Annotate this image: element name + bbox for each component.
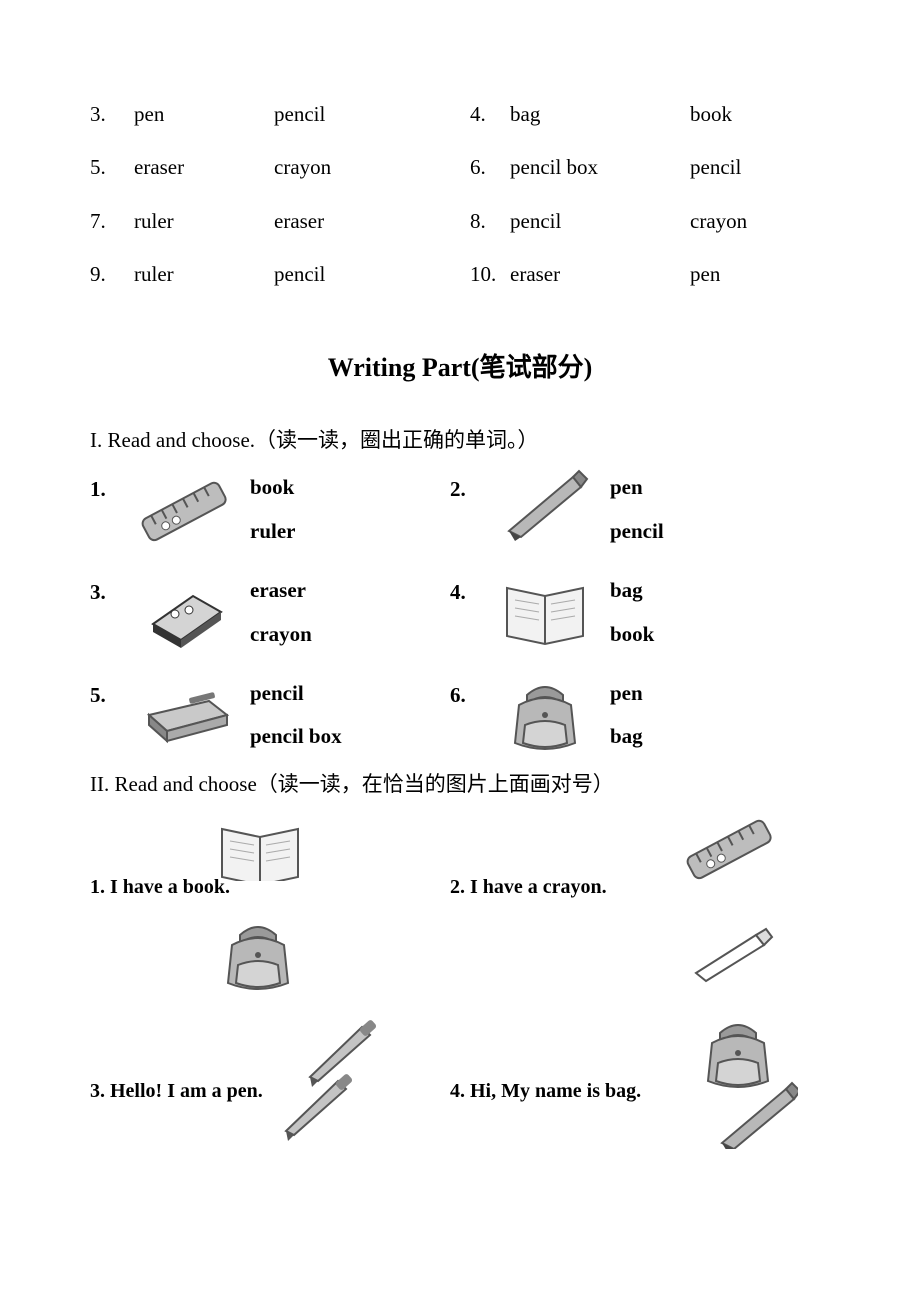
sentence: 3. Hello! I am a pen. <box>90 1077 263 1105</box>
item-number: 6. <box>470 153 510 182</box>
pen-icon <box>266 1061 362 1155</box>
sentence: 4. Hi, My name is bag. <box>450 1077 641 1105</box>
writing-part-heading: Writing Part(笔试部分) <box>90 350 830 386</box>
choice-word: pen <box>610 473 664 502</box>
item-number: 7. <box>90 207 134 236</box>
choice-word: ruler <box>250 517 295 546</box>
eraser-icon <box>120 568 250 648</box>
sec2-cell <box>90 915 450 1015</box>
choice-word: pencil box <box>250 722 342 751</box>
choice-word: eraser <box>250 576 312 605</box>
word-option-a: pen <box>134 100 274 129</box>
word-pair-grid: 3. pen pencil 4. bag book 5. eraser cray… <box>90 100 830 290</box>
choose-item: 5. pencil pencil box <box>90 671 450 752</box>
item-number: 3. <box>90 100 134 129</box>
item-number: 1. <box>90 465 120 504</box>
word-option-a: eraser <box>134 153 274 182</box>
pencilbox-icon <box>120 671 250 751</box>
word-option-a: pencil box <box>510 153 690 182</box>
word-row: 3. pen pencil <box>90 100 470 129</box>
word-row: 10. eraser pen <box>470 260 830 289</box>
item-number: 6. <box>450 671 480 710</box>
choice-word: book <box>250 473 295 502</box>
book-icon <box>480 568 610 648</box>
word-option-b: book <box>690 100 732 129</box>
choose-item: 4. bag book <box>450 568 810 649</box>
choose-item: 3. eraser crayon <box>90 568 450 649</box>
choice-word: pen <box>610 679 643 708</box>
choose-item: 2. pen pencil <box>450 465 810 546</box>
item-number: 10. <box>470 260 510 289</box>
sec2-cell: 3. Hello! I am a pen. <box>90 1021 450 1151</box>
ruler-icon <box>120 465 250 545</box>
pencil-icon <box>480 465 610 545</box>
word-option-a: ruler <box>134 207 274 236</box>
word-row: 5. eraser crayon <box>90 153 470 182</box>
word-option-a: ruler <box>134 260 274 289</box>
word-row: 4. bag book <box>470 100 830 129</box>
item-number: 3. <box>90 568 120 607</box>
item-number: 8. <box>470 207 510 236</box>
choice-word: bag <box>610 576 654 605</box>
word-option-b: pencil <box>274 260 325 289</box>
item-number: 5. <box>90 153 134 182</box>
word-option-b: pencil <box>690 153 741 182</box>
sec2-cell: 2. I have a crayon. <box>450 809 810 909</box>
choice-word: pencil <box>250 679 342 708</box>
section2-title: II. Read and choose（读一读，在恰当的图片上面画对号） <box>90 770 830 799</box>
sec2-cell: 1. I have a book. <box>90 809 450 909</box>
choose-item: 1. book ruler <box>90 465 450 546</box>
sec2-cell: 4. Hi, My name is bag. <box>450 1021 810 1151</box>
word-option-b: pen <box>690 260 720 289</box>
word-option-a: eraser <box>510 260 690 289</box>
choice-word: pencil <box>610 517 664 546</box>
item-number: 4. <box>470 100 510 129</box>
item-number: 9. <box>90 260 134 289</box>
word-row: 7. ruler eraser <box>90 207 470 236</box>
item-number: 5. <box>90 671 120 710</box>
section1-title: I. Read and choose.（读一读，圈出正确的单词。） <box>90 426 830 455</box>
choice-word: crayon <box>250 620 312 649</box>
sec2-cell <box>450 915 810 1015</box>
word-row: 9. ruler pencil <box>90 260 470 289</box>
word-option-a: bag <box>510 100 690 129</box>
word-row: 6. pencil box pencil <box>470 153 830 182</box>
word-option-b: pencil <box>274 100 325 129</box>
ruler-icon <box>680 803 790 895</box>
section2-grid: 1. I have a book. 2. I have a crayon. 3.… <box>90 809 830 1151</box>
read-choose-grid: 1. book ruler 2. pen pencil 3. eraser cr… <box>90 465 830 751</box>
choose-item: 6. pen bag <box>450 671 810 752</box>
choice-word: book <box>610 620 654 649</box>
word-row: 8. pencil crayon <box>470 207 830 236</box>
sentence: 1. I have a book. <box>90 873 230 901</box>
crayon-icon <box>680 915 790 1003</box>
choice-word: bag <box>610 722 643 751</box>
word-option-b: crayon <box>274 153 331 182</box>
item-number: 4. <box>450 568 480 607</box>
word-option-b: eraser <box>274 207 324 236</box>
item-number: 2. <box>450 465 480 504</box>
bag-icon <box>480 671 610 751</box>
worksheet-page: 3. pen pencil 4. bag book 5. eraser cray… <box>0 0 920 1300</box>
bag-icon <box>208 911 304 1003</box>
word-option-a: pencil <box>510 207 690 236</box>
sentence: 2. I have a crayon. <box>450 873 607 901</box>
pencil-icon <box>708 1077 798 1157</box>
word-option-b: crayon <box>690 207 747 236</box>
